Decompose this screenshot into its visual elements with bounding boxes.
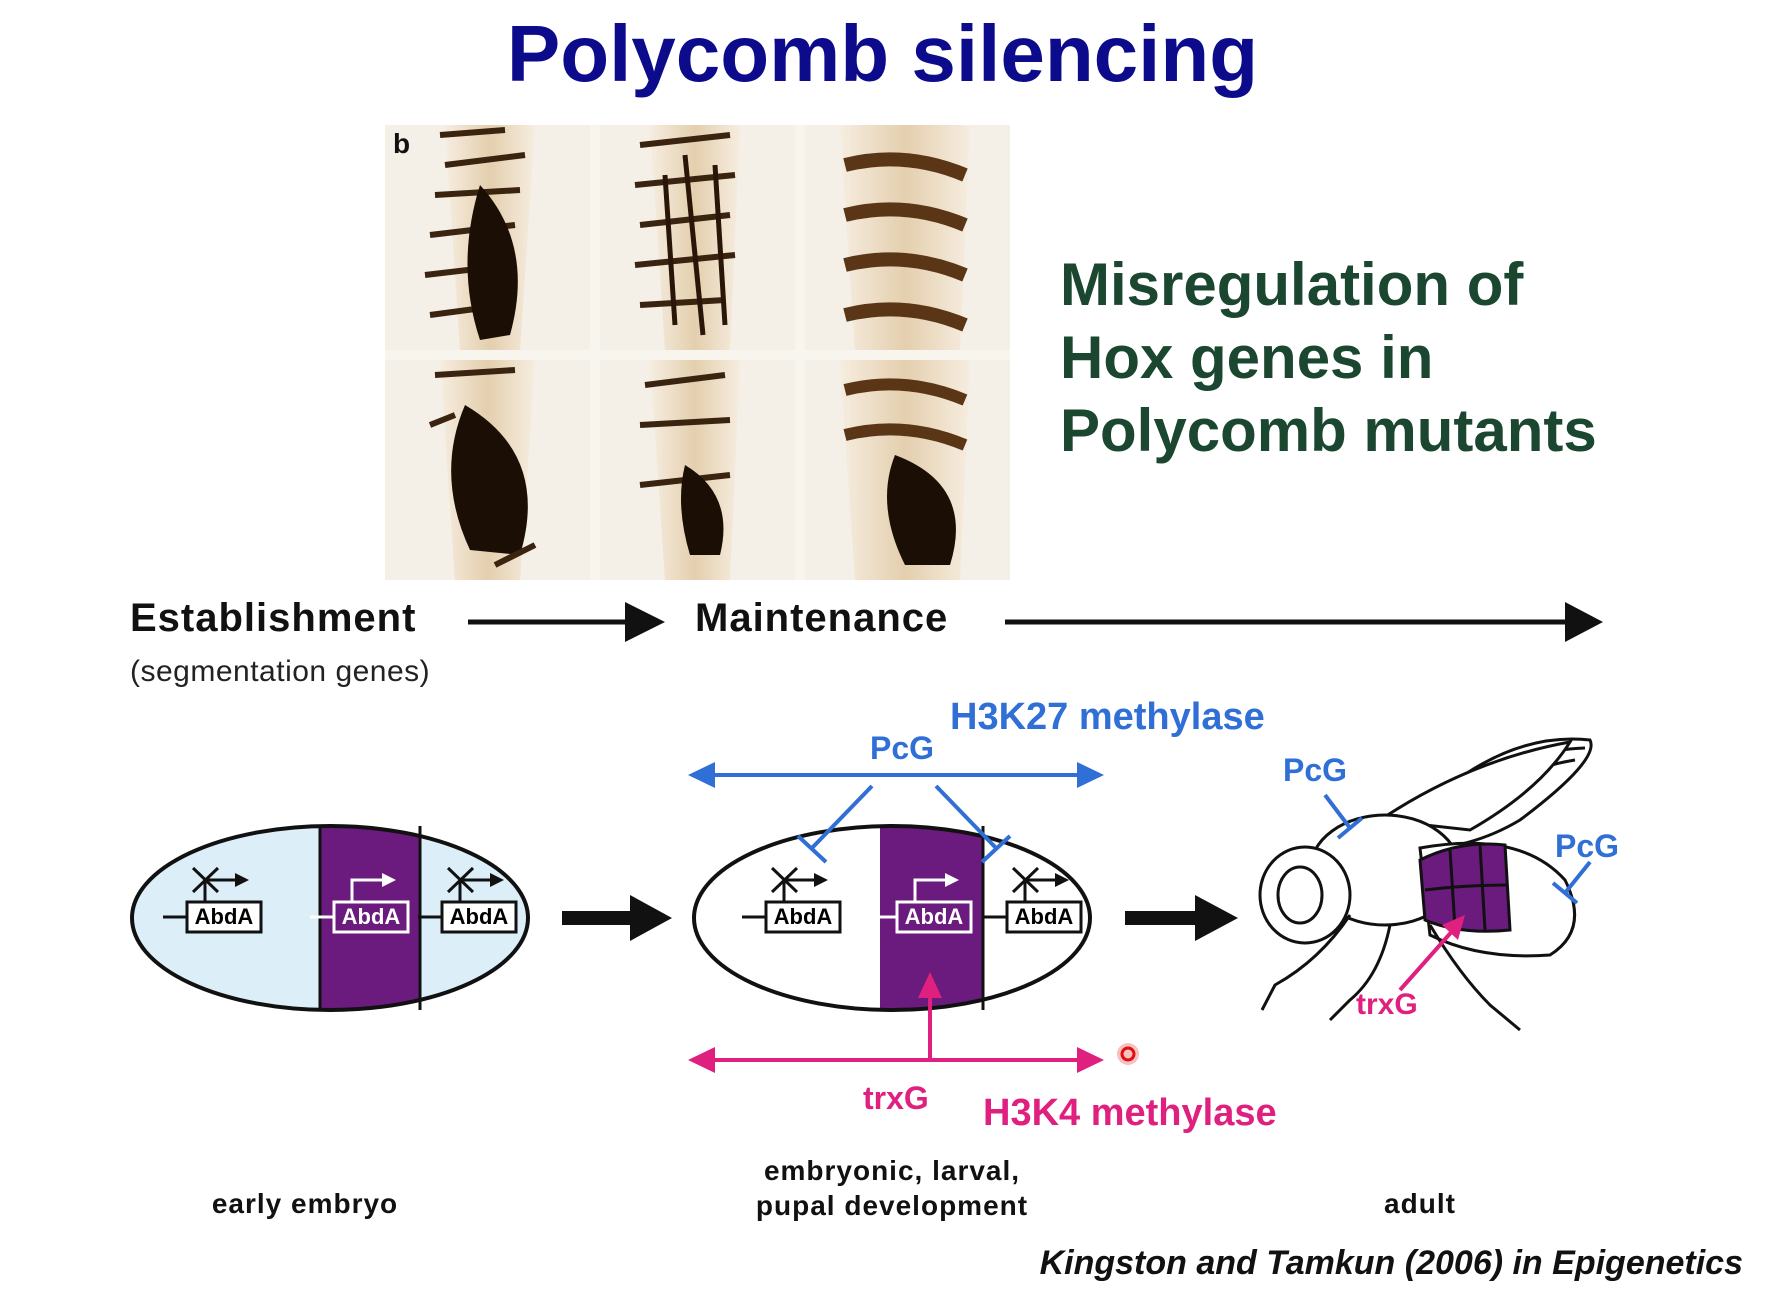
misregulation-line-1: Misregulation of	[1060, 251, 1524, 318]
gene-symbol-active	[873, 873, 973, 934]
trxg-label-adult: trxG	[1356, 988, 1418, 1021]
misregulation-line-2: Hox genes in	[1060, 324, 1434, 391]
establishment-label: Establishment	[130, 596, 417, 640]
adult-pcg-inhibitor-top	[1323, 793, 1364, 840]
cursor-dot	[1117, 1043, 1139, 1065]
caption-maintenance-line-1: embryonic, larval,	[763, 1155, 1021, 1186]
photo-tile-top-left: b	[385, 125, 590, 350]
misregulation-line-3: Polycomb mutants	[1060, 397, 1597, 464]
pcg-label-adult-top: PcG	[1283, 752, 1348, 788]
maintenance-label: Maintenance	[695, 596, 949, 640]
pcg-inhibitor-right	[934, 784, 1012, 864]
caption-early-embryo: early embryo	[211, 1188, 399, 1219]
photo-tile-bottom-right	[805, 360, 1010, 580]
adult-fly	[1258, 737, 1593, 1032]
gene-symbol	[983, 866, 1083, 934]
trxg-activation-arrow	[918, 972, 942, 1058]
photo-tile-top-middle	[600, 125, 795, 350]
gene-label: AbdA	[194, 904, 254, 929]
gene-label: AbdA	[341, 904, 401, 929]
citation: Kingston and Tamkun (2006) in Epigenetic…	[1039, 1244, 1743, 1282]
gene-symbol	[742, 866, 842, 934]
stage-arrow-2	[1125, 895, 1238, 941]
slide-title: Polycomb silencing	[506, 9, 1259, 98]
pcg-double-arrow	[688, 762, 1104, 788]
pcg-label-adult-right: PcG	[1555, 828, 1620, 864]
misregulation-text: Misregulation of Hox genes in Polycomb m…	[1060, 248, 1597, 467]
gene-symbol	[418, 866, 518, 934]
adult-trxg-arrow	[1398, 915, 1465, 992]
gene-label: AbdA	[904, 904, 964, 929]
photo-tile-bottom-left	[385, 360, 590, 580]
trxg-double-arrow	[688, 1047, 1104, 1073]
caption-adult: adult	[1384, 1188, 1456, 1219]
gene-label: AbdA	[1014, 904, 1074, 929]
gene-label: AbdA	[773, 904, 833, 929]
photo-tile-bottom-middle	[600, 360, 795, 580]
leg-photo-panel: b	[385, 125, 1010, 580]
gene-label: AbdA	[449, 904, 509, 929]
panel-label: b	[393, 128, 410, 159]
photo-tile-top-right	[805, 125, 1010, 350]
establishment-sublabel: (segmentation genes)	[130, 655, 431, 688]
stage-arrow-1	[562, 895, 672, 941]
sex-comb-photos: b	[385, 125, 1010, 580]
caption-maintenance-line-2: pupal development	[755, 1190, 1029, 1221]
pcg-inhibitor-left	[796, 784, 874, 864]
h3k27-methylase-label: H3K27 methylase	[950, 696, 1265, 738]
timeline-arrow-1	[468, 602, 665, 642]
gene-symbol	[163, 866, 263, 934]
trxg-label-maintenance: trxG	[863, 1080, 929, 1116]
gene-symbol-active	[310, 873, 410, 934]
adult-pcg-inhibitor-right	[1551, 860, 1592, 905]
timeline-arrow-2	[1005, 602, 1603, 642]
h3k4-methylase-label: H3K4 methylase	[983, 1092, 1277, 1134]
pcg-label-maintenance: PcG	[870, 730, 935, 766]
